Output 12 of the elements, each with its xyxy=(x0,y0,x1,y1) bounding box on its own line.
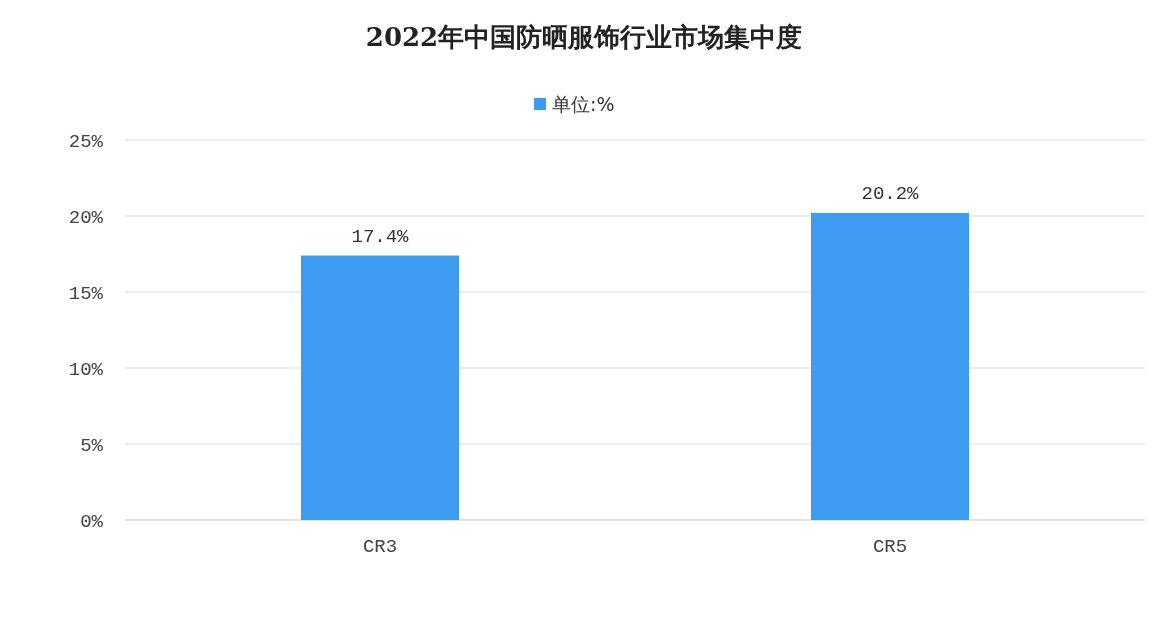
x-tick-label: CR5 xyxy=(872,536,908,558)
y-tick-label: 15% xyxy=(68,282,104,305)
legend-label: 单位:% xyxy=(552,92,615,115)
x-tick-label: CR3 xyxy=(362,536,398,558)
data-label: 17.4% xyxy=(351,225,410,248)
data-label: 20.2% xyxy=(861,182,920,205)
y-tick-label: 10% xyxy=(68,358,104,381)
y-tick-label: 25% xyxy=(68,130,104,153)
y-tick-label: 20% xyxy=(68,206,104,229)
y-tick-label: 0% xyxy=(80,510,104,533)
chart-title: 2022年中国防晒服饰行业市场集中度 xyxy=(365,22,803,52)
y-tick-label: 5% xyxy=(80,434,104,457)
